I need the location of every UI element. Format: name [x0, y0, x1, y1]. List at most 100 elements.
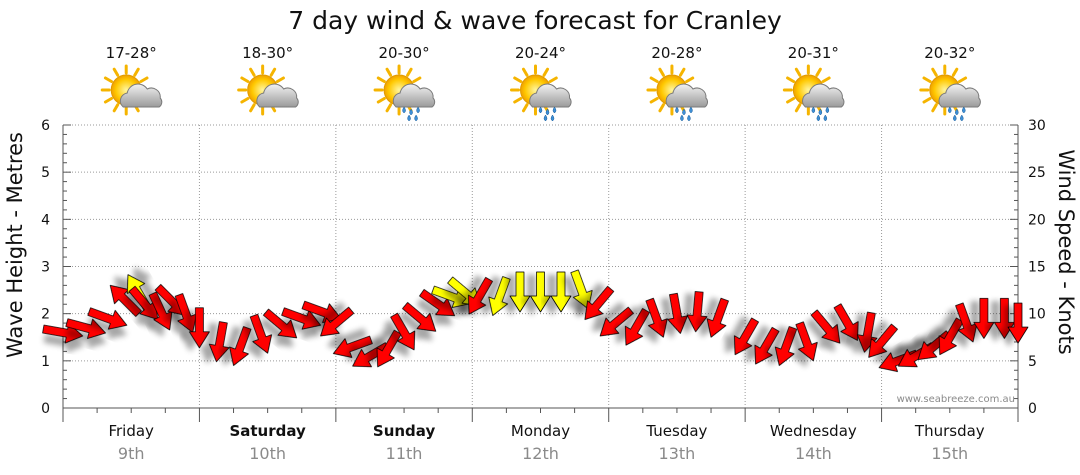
temp-range-label: 20-31°: [788, 44, 839, 62]
right-axis-title: Wind Speed - Knots: [1054, 149, 1078, 354]
chart-title: 7 day wind & wave forecast for Cranley: [288, 6, 782, 35]
right-tick-label: 0: [1028, 401, 1037, 417]
wind-arrow-shape: [509, 271, 531, 313]
wind-arrow: [667, 292, 688, 334]
wind-arrow: [868, 323, 898, 358]
cloud-icon: [529, 83, 572, 108]
sun-ray: [240, 97, 250, 104]
day-date-label: 13th: [659, 444, 696, 463]
wind-arrow: [188, 307, 210, 349]
day-name-label: Tuesday: [645, 422, 707, 440]
wind-arrow: [320, 306, 355, 337]
rain-drop: [552, 106, 557, 114]
sun-ray: [931, 103, 938, 113]
sun-ray: [922, 76, 932, 83]
wind-arrow-shape: [754, 326, 780, 365]
rain-icon: [538, 106, 557, 122]
sun-ray: [240, 76, 250, 83]
wind-arrow-shape: [281, 307, 321, 330]
sun-ray: [385, 103, 393, 113]
wind-arrow-shape: [833, 303, 859, 341]
rain-drop: [818, 108, 823, 116]
rain-icon: [402, 106, 420, 122]
wind-arrow: [402, 302, 437, 332]
rain-drop: [416, 106, 420, 114]
sun-ray: [922, 97, 932, 104]
sun-ray: [958, 76, 968, 83]
rain-drop: [407, 114, 411, 122]
wind-arrow: [624, 308, 650, 346]
wind-arrow: [754, 326, 780, 365]
wind-arrow-shape: [810, 309, 841, 344]
wind-arrow-shape: [109, 284, 142, 317]
wind-arrow-shape: [263, 308, 298, 339]
showers-weather-icon: [919, 64, 981, 122]
wind-arrow: [584, 285, 615, 320]
wind-arrow-shape: [667, 292, 688, 334]
rain-drop: [680, 114, 684, 122]
day-name-label: Thursday: [914, 422, 985, 440]
wind-arrow-shape: [402, 302, 437, 332]
wind-arrow: [488, 276, 511, 316]
wind-arrow: [706, 297, 729, 338]
wind-arrow-shape: [599, 306, 634, 337]
wind-arrow: [87, 307, 128, 330]
right-tick-label: 5: [1028, 354, 1037, 370]
cloud-icon: [802, 83, 845, 108]
wind-arrow: [774, 326, 798, 366]
wind-arrow: [376, 329, 402, 368]
right-axis: 0 5 10 15 20 25 30: [1010, 118, 1046, 417]
sun-ray: [103, 76, 113, 83]
sun-ray: [821, 76, 831, 83]
day-date-label: 11th: [386, 444, 423, 463]
day-date-label: 12th: [522, 444, 559, 463]
left-tick-label: 5: [41, 165, 50, 181]
wind-arrow-shape: [706, 297, 729, 338]
wind-arrow: [352, 342, 390, 368]
cloud-icon: [938, 83, 981, 108]
wind-arrow-shape: [734, 317, 759, 356]
wind-arrow: [468, 276, 493, 315]
wind-arrow-shape: [550, 271, 572, 313]
wind-arrow-shape: [301, 300, 342, 323]
wind-arrow-shape: [774, 326, 798, 366]
wind-arrow: [530, 271, 551, 313]
wind-arrow-shape: [795, 321, 818, 362]
sun-ray: [112, 67, 120, 77]
rain-drop: [682, 108, 686, 116]
wind-arrow: [599, 306, 634, 337]
sun-ray: [786, 76, 796, 83]
showers-weather-icon: [646, 64, 708, 122]
partly-cloudy-weather-icon: [237, 64, 299, 116]
wind-arrow-shape: [229, 326, 252, 366]
wind-arrow-shape: [352, 342, 390, 368]
wind-arrow-shape: [128, 285, 159, 320]
day-name-label: Wednesday: [770, 422, 857, 440]
day-name-label: Monday: [511, 422, 570, 440]
wind-arrow-shape: [174, 293, 197, 333]
sun-ray: [412, 76, 422, 83]
wind-arrow: [973, 297, 995, 339]
sun-ray: [103, 97, 113, 104]
day-date-label: 9th: [118, 444, 145, 463]
wind-arrow: [263, 308, 298, 339]
wind-arrows: [42, 269, 1029, 372]
wind-arrow: [390, 312, 416, 351]
rain-drop: [414, 114, 418, 122]
wind-arrow-shape: [584, 285, 615, 320]
rain-drop: [811, 106, 816, 114]
wind-arrow-shape: [686, 291, 708, 333]
day-name-label: Sunday: [373, 422, 436, 440]
sun-ray: [794, 67, 802, 77]
wind-arrow: [419, 289, 455, 317]
sun-ray: [269, 67, 277, 77]
sun-ray: [658, 67, 665, 77]
rain-drop: [538, 106, 543, 114]
bottom-ticks: [62, 408, 1019, 422]
wind-arrow-shape: [333, 335, 373, 358]
wind-arrow: [955, 302, 978, 343]
cloud-icon: [392, 83, 436, 108]
wind-arrow: [833, 303, 859, 341]
